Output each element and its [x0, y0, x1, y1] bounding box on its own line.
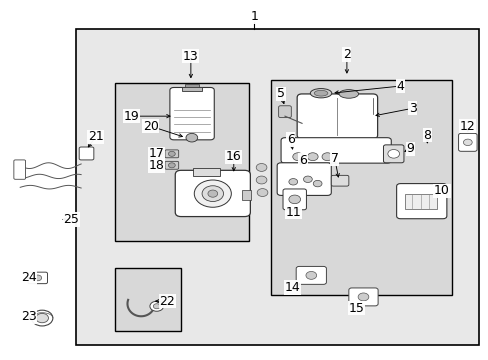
Circle shape [288, 195, 300, 204]
Circle shape [257, 189, 267, 197]
Text: 23: 23 [21, 310, 37, 324]
Ellipse shape [310, 89, 331, 98]
FancyBboxPatch shape [28, 272, 47, 284]
FancyBboxPatch shape [79, 147, 94, 160]
Circle shape [305, 271, 316, 279]
Text: 7: 7 [330, 152, 338, 165]
Circle shape [256, 163, 266, 171]
Text: 13: 13 [183, 50, 198, 63]
Bar [405, 194, 436, 209]
Text: 10: 10 [433, 184, 449, 197]
Circle shape [357, 293, 368, 301]
Circle shape [256, 176, 266, 184]
FancyBboxPatch shape [348, 288, 377, 306]
Ellipse shape [338, 90, 358, 98]
Bar [115, 83, 249, 241]
Circle shape [150, 301, 163, 311]
Bar [184, 84, 198, 87]
Circle shape [207, 190, 217, 197]
Text: 20: 20 [142, 120, 159, 133]
FancyBboxPatch shape [396, 184, 446, 219]
FancyBboxPatch shape [330, 175, 348, 186]
FancyBboxPatch shape [14, 160, 25, 179]
FancyBboxPatch shape [277, 163, 330, 195]
Circle shape [34, 275, 41, 281]
FancyBboxPatch shape [383, 145, 403, 163]
Text: 8: 8 [423, 129, 430, 142]
Bar [242, 190, 250, 200]
Text: 19: 19 [123, 110, 139, 123]
Text: 5: 5 [277, 87, 285, 100]
Text: 1: 1 [250, 10, 258, 23]
Text: 2: 2 [342, 48, 350, 61]
FancyBboxPatch shape [164, 150, 178, 158]
Text: 25: 25 [63, 213, 79, 226]
Circle shape [387, 149, 399, 158]
Text: 3: 3 [408, 102, 416, 115]
Circle shape [322, 153, 332, 161]
Text: 9: 9 [406, 142, 413, 155]
FancyBboxPatch shape [297, 94, 377, 139]
Circle shape [307, 153, 318, 161]
FancyBboxPatch shape [281, 138, 390, 163]
Text: 4: 4 [396, 80, 404, 93]
Bar [76, 30, 478, 345]
Text: 24: 24 [21, 271, 37, 284]
Text: 6: 6 [299, 154, 306, 167]
Circle shape [303, 176, 312, 183]
Circle shape [202, 186, 223, 202]
Circle shape [36, 314, 48, 323]
FancyBboxPatch shape [283, 189, 306, 210]
Text: 15: 15 [348, 302, 364, 315]
Text: 18: 18 [148, 159, 164, 172]
Text: 17: 17 [148, 147, 164, 160]
FancyBboxPatch shape [458, 134, 476, 151]
Circle shape [168, 163, 175, 168]
Text: 22: 22 [159, 295, 175, 308]
Circle shape [153, 304, 160, 309]
Text: 14: 14 [284, 281, 300, 294]
Circle shape [288, 179, 297, 185]
Ellipse shape [314, 90, 327, 96]
Bar [115, 268, 181, 330]
Bar [182, 87, 202, 91]
Circle shape [31, 310, 53, 326]
Text: 21: 21 [88, 130, 103, 144]
Text: 12: 12 [459, 120, 475, 133]
Text: 16: 16 [225, 150, 241, 163]
Circle shape [292, 153, 303, 161]
Bar [193, 168, 220, 176]
Circle shape [168, 151, 175, 156]
Circle shape [463, 139, 471, 145]
Circle shape [194, 180, 231, 207]
Circle shape [313, 180, 322, 187]
FancyBboxPatch shape [169, 87, 214, 140]
Text: 11: 11 [285, 206, 301, 219]
FancyBboxPatch shape [175, 170, 250, 217]
FancyBboxPatch shape [164, 161, 178, 169]
Circle shape [185, 134, 197, 142]
FancyBboxPatch shape [278, 106, 291, 118]
Text: 6: 6 [286, 133, 294, 146]
FancyBboxPatch shape [296, 266, 326, 284]
Bar [271, 80, 451, 295]
